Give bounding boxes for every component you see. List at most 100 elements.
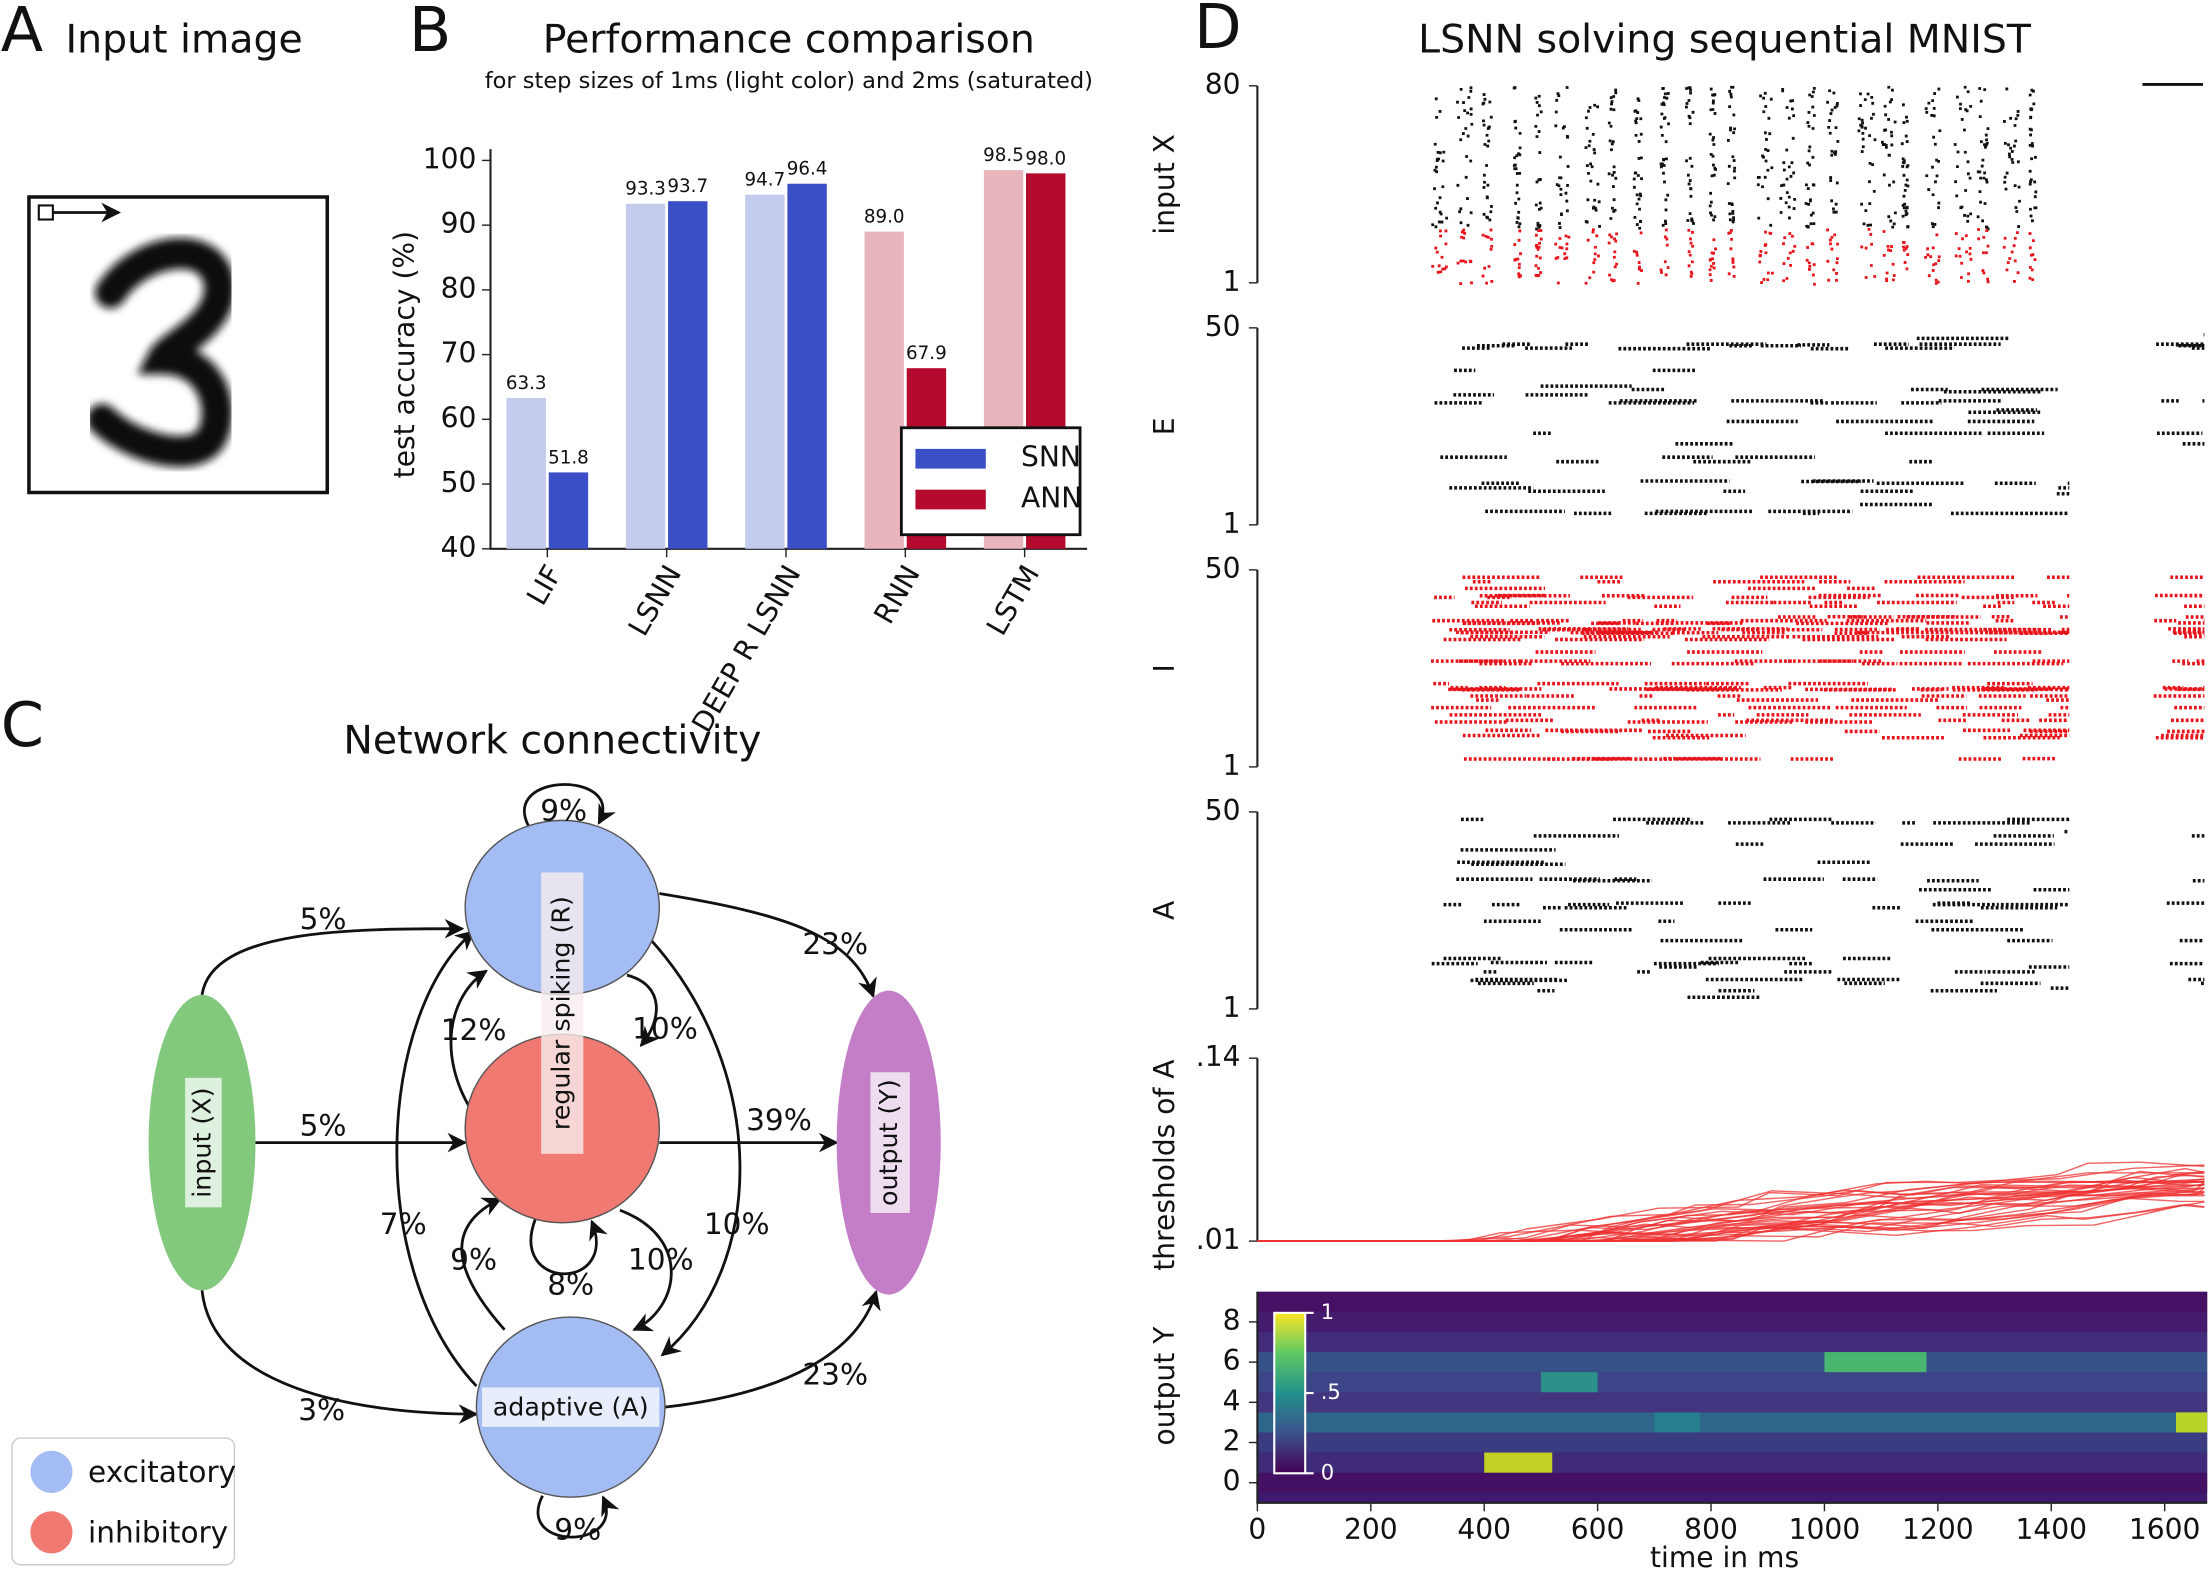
heatmap-patch: [1484, 1452, 1553, 1473]
y-tick-label: 2: [1223, 1425, 1241, 1458]
y-tick-label: 4: [1223, 1384, 1241, 1417]
heatmap-patch: [2176, 1412, 2208, 1433]
y-tick-label: 1: [1223, 749, 1241, 782]
legend-swatch: [30, 1511, 73, 1554]
edge: [200, 918, 465, 996]
y-tick-label: 70: [441, 337, 477, 370]
digit-image: [86, 238, 235, 467]
label-box: [482, 1387, 660, 1427]
edge-label: 7%: [380, 1207, 427, 1241]
x-tick-label: 800: [1684, 1513, 1738, 1546]
bar: [625, 203, 666, 549]
chart-subtitle: for step sizes of 1ms (light color) and …: [485, 68, 1093, 94]
y-tick-label: .14: [1196, 1040, 1241, 1073]
chart-title: Performance comparison: [543, 17, 1035, 63]
heatmap-row: [1257, 1372, 2208, 1393]
threshold-texture: [1257, 1172, 2205, 1242]
edge-label: 39%: [746, 1103, 812, 1137]
diagram-title: Network connectivity: [343, 717, 761, 763]
legend-swatch: [30, 1450, 73, 1493]
spike-texture: [1431, 817, 2205, 1000]
heatmap-row: [1257, 1452, 2208, 1473]
bar: [506, 397, 546, 549]
x-tick-label: 1000: [1789, 1513, 1861, 1546]
chart-title: LSNN solving sequential MNIST: [1418, 17, 2032, 63]
heatmap-row: [1257, 1352, 2208, 1373]
edge: [659, 892, 877, 999]
legend-swatch: [915, 489, 986, 510]
y-tick-label: 1: [1223, 507, 1241, 540]
y-tick-label: 1: [1223, 265, 1241, 298]
edge: [529, 1218, 608, 1276]
y-tick-label: 6: [1223, 1344, 1241, 1377]
threshold-texture: [1257, 1161, 2205, 1242]
colorbar-tick-label: 1: [1321, 1299, 1334, 1324]
y-tick-label: 100: [423, 142, 477, 175]
edge: [449, 969, 488, 1113]
heatmap-row: [1257, 1311, 2208, 1332]
node-label: adaptive (A): [493, 1392, 649, 1422]
value-label: 67.9: [906, 343, 947, 364]
heatmap-patch: [1654, 1412, 1700, 1433]
edge-label: 9%: [554, 1512, 601, 1546]
x-tick-label: LSTM: [980, 559, 1046, 640]
heatmap-row: [1257, 1412, 2208, 1433]
edge-label: 12%: [441, 1013, 507, 1047]
panel-letter: D: [1194, 0, 1242, 63]
label-box: [870, 1072, 910, 1213]
node-label: regular spiking (R): [545, 896, 575, 1130]
spike-texture: [1434, 333, 2205, 516]
y-tick-label: 80: [1205, 68, 1241, 101]
heatmap-row: [1257, 1472, 2208, 1493]
y-tick-label: .01: [1196, 1223, 1241, 1256]
edge: [460, 1197, 506, 1331]
edge-label: 5%: [300, 902, 347, 936]
bar: [548, 472, 589, 549]
panel-letter: B: [409, 0, 451, 66]
value-label: 94.7: [745, 170, 786, 191]
edges: [200, 783, 881, 1539]
edge-label: 10%: [628, 1242, 694, 1276]
value-label: 93.7: [667, 176, 708, 197]
threshold-texture: [1257, 1190, 2205, 1242]
heatmap-patch: [1540, 1372, 1598, 1393]
threshold-texture: [1257, 1181, 2205, 1242]
panel-letter: A: [1, 0, 43, 66]
y-tick-label: 60: [441, 401, 477, 434]
y-tick-label: 50: [441, 466, 477, 499]
x-tick-label: 1200: [1902, 1513, 1974, 1546]
x-tick-label: RNN: [867, 559, 926, 629]
edge: [395, 930, 478, 1387]
y-tick-label: 8: [1223, 1304, 1241, 1337]
y-tick-label: 1: [1223, 991, 1241, 1024]
edge-label: 9%: [540, 793, 587, 827]
edge-label: 8%: [547, 1268, 594, 1302]
legend: [899, 426, 1082, 537]
x-tick-label: 0: [1248, 1513, 1266, 1546]
y-tick-label: 50: [1205, 310, 1241, 343]
x-tick-label: 400: [1457, 1513, 1511, 1546]
spike-texture: [1431, 85, 2038, 231]
value-label: 93.3: [625, 179, 666, 200]
edge-label: 10%: [704, 1207, 770, 1241]
x-tick-label: 200: [1344, 1513, 1398, 1546]
legend-label: ANN: [1021, 482, 1082, 515]
x-tick-label: DEEP R LSNN: [685, 559, 807, 738]
y-tick-label: 50: [1205, 794, 1241, 827]
colorbar-tick-label: .5: [1321, 1379, 1341, 1404]
panel-label: thresholds of A: [1148, 1059, 1181, 1270]
heatmap-patch: [1824, 1352, 1927, 1373]
legend-swatch: [915, 448, 986, 469]
heatmap-row: [1257, 1331, 2208, 1353]
spike-texture: [1431, 575, 2205, 761]
y-tick-label: 40: [441, 531, 477, 564]
panel-letter: C: [1, 689, 44, 761]
edge: [536, 1495, 620, 1539]
edge: [649, 939, 742, 1357]
bar-chart: 40 50 60 70 80 90 100 LIF 63.3 51.8 LSNN 93.3 93.7 DE…: [423, 142, 1088, 738]
threshold-texture: [1257, 1183, 2205, 1242]
value-label: 63.3: [506, 373, 547, 394]
spike-texture: [1431, 227, 2037, 286]
panel-label: E: [1148, 417, 1181, 435]
legend-label: inhibitory: [88, 1515, 228, 1549]
